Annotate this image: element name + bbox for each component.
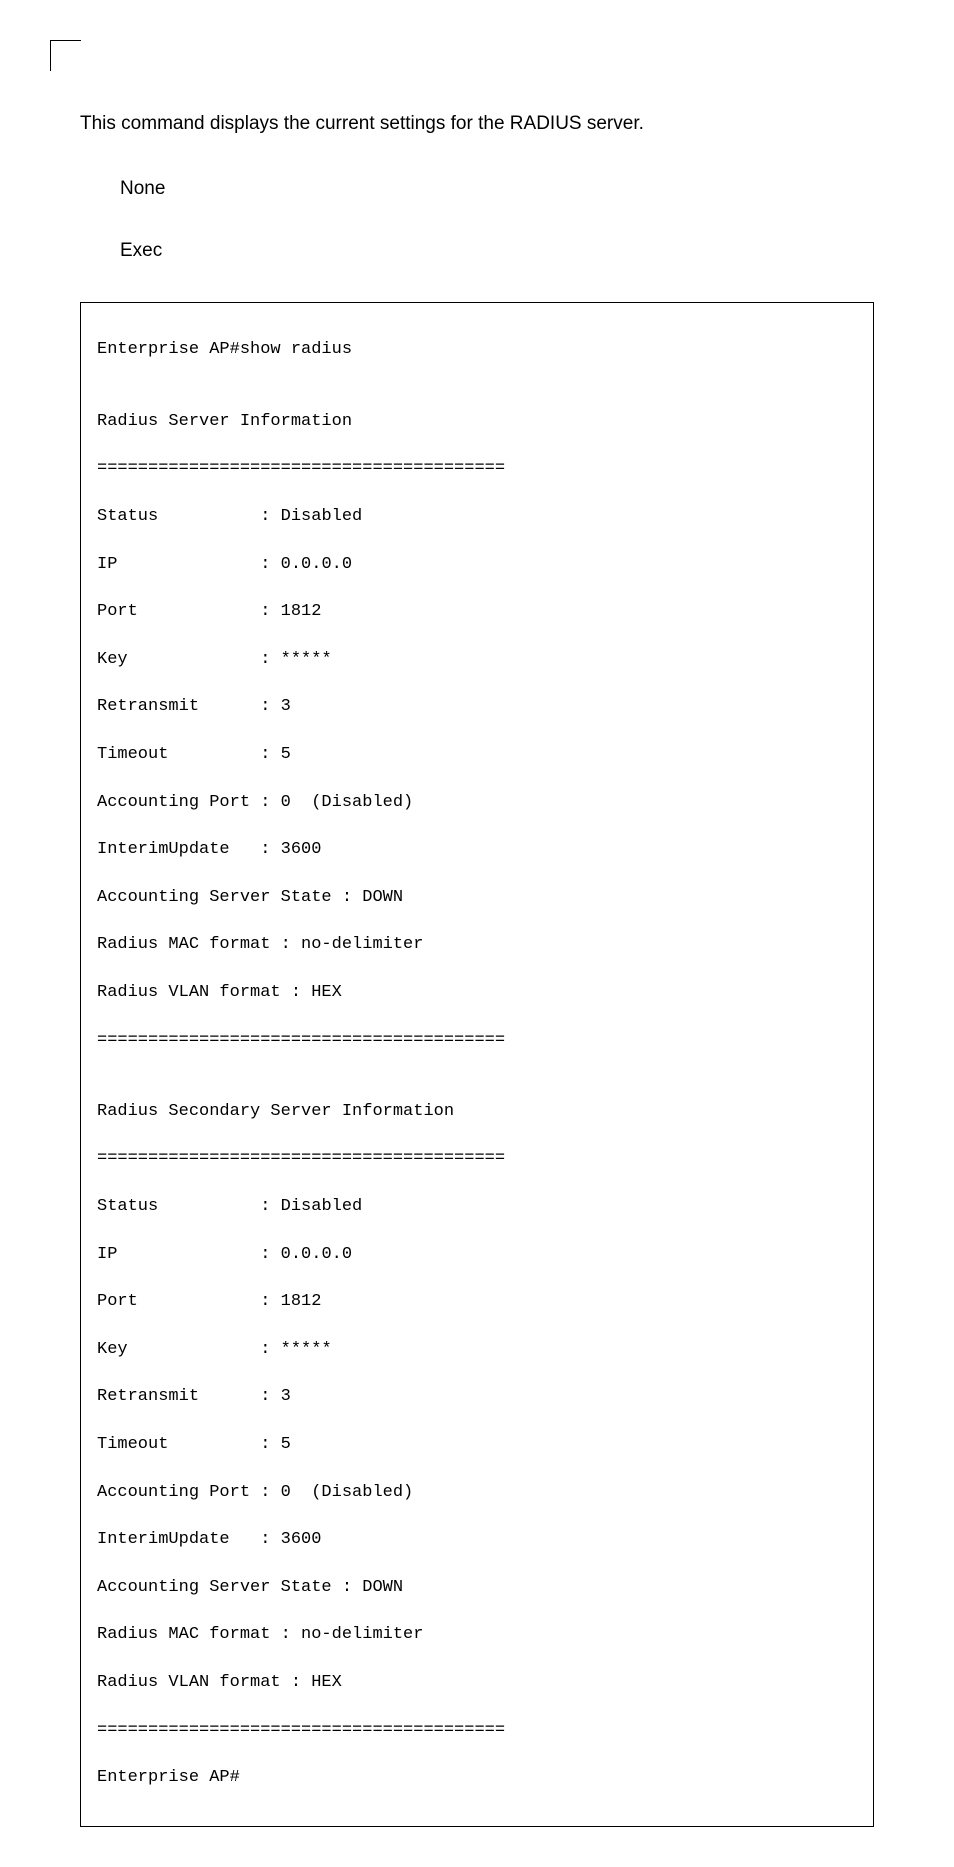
primary-accounting-state-row: Accounting Server State : DOWN [97,886,857,910]
primary-retransmit-value: : 3 [260,697,291,716]
primary-vlan-format-row: Radius VLAN format : HEX [97,981,857,1005]
secondary-key-label: Key [97,1340,260,1359]
secondary-retransmit-row: Retransmit : 3 [97,1385,857,1409]
divider-rule: ======================================== [97,457,857,481]
primary-key-label: Key [97,650,260,669]
secondary-key-value: : ***** [260,1340,331,1359]
secondary-status-label: Status [97,1197,260,1216]
secondary-ip-row: IP : 0.0.0.0 [97,1243,857,1267]
secondary-status-value: : Disabled [260,1197,362,1216]
corner-mark-icon [50,40,81,71]
page-container: This command displays the current settin… [0,0,954,1867]
secondary-server-heading: Radius Secondary Server Information [97,1100,857,1124]
primary-status-row: Status : Disabled [97,505,857,529]
primary-port-label: Port [97,602,260,621]
secondary-retransmit-value: : 3 [260,1387,291,1406]
secondary-vlan-format-row: Radius VLAN format : HEX [97,1671,857,1695]
secondary-port-value: : 1812 [260,1292,321,1311]
command-mode-value: Exec [120,240,874,262]
secondary-timeout-row: Timeout : 5 [97,1433,857,1457]
primary-timeout-label: Timeout [97,745,260,764]
secondary-ip-label: IP [97,1245,260,1264]
primary-accounting-port-row: Accounting Port : 0 (Disabled) [97,791,857,815]
default-setting-value: None [120,178,874,200]
primary-key-row: Key : ***** [97,648,857,672]
secondary-port-label: Port [97,1292,260,1311]
primary-status-value: : Disabled [260,507,362,526]
secondary-port-row: Port : 1812 [97,1290,857,1314]
primary-status-label: Status [97,507,260,526]
secondary-status-row: Status : Disabled [97,1195,857,1219]
primary-ip-value: : 0.0.0.0 [260,555,352,574]
divider-rule: ======================================== [97,1719,857,1743]
secondary-retransmit-label: Retransmit [97,1387,260,1406]
primary-server-heading: Radius Server Information [97,410,857,434]
primary-key-value: : ***** [260,650,331,669]
primary-port-value: : 1812 [260,602,321,621]
primary-retransmit-row: Retransmit : 3 [97,695,857,719]
secondary-ip-value: : 0.0.0.0 [260,1245,352,1264]
secondary-mac-format-row: Radius MAC format : no-delimiter [97,1623,857,1647]
divider-rule: ======================================== [97,1147,857,1171]
primary-ip-row: IP : 0.0.0.0 [97,553,857,577]
intro-text: This command displays the current settin… [80,111,874,138]
secondary-accounting-state-row: Accounting Server State : DOWN [97,1576,857,1600]
secondary-timeout-label: Timeout [97,1435,260,1454]
primary-timeout-row: Timeout : 5 [97,743,857,767]
primary-retransmit-label: Retransmit [97,697,260,716]
secondary-accounting-port-row: Accounting Port : 0 (Disabled) [97,1481,857,1505]
primary-interim-update-row: InterimUpdate : 3600 [97,838,857,862]
primary-timeout-value: : 5 [260,745,291,764]
secondary-interim-update-row: InterimUpdate : 3600 [97,1528,857,1552]
primary-ip-label: IP [97,555,260,574]
terminal-output: Enterprise AP#show radius Radius Server … [80,302,874,1827]
primary-mac-format-row: Radius MAC format : no-delimiter [97,933,857,957]
primary-port-row: Port : 1812 [97,600,857,624]
secondary-timeout-value: : 5 [260,1435,291,1454]
prompt-end: Enterprise AP# [97,1766,857,1790]
prompt-command: Enterprise AP#show radius [97,338,857,362]
divider-rule: ======================================== [97,1029,857,1053]
secondary-key-row: Key : ***** [97,1338,857,1362]
